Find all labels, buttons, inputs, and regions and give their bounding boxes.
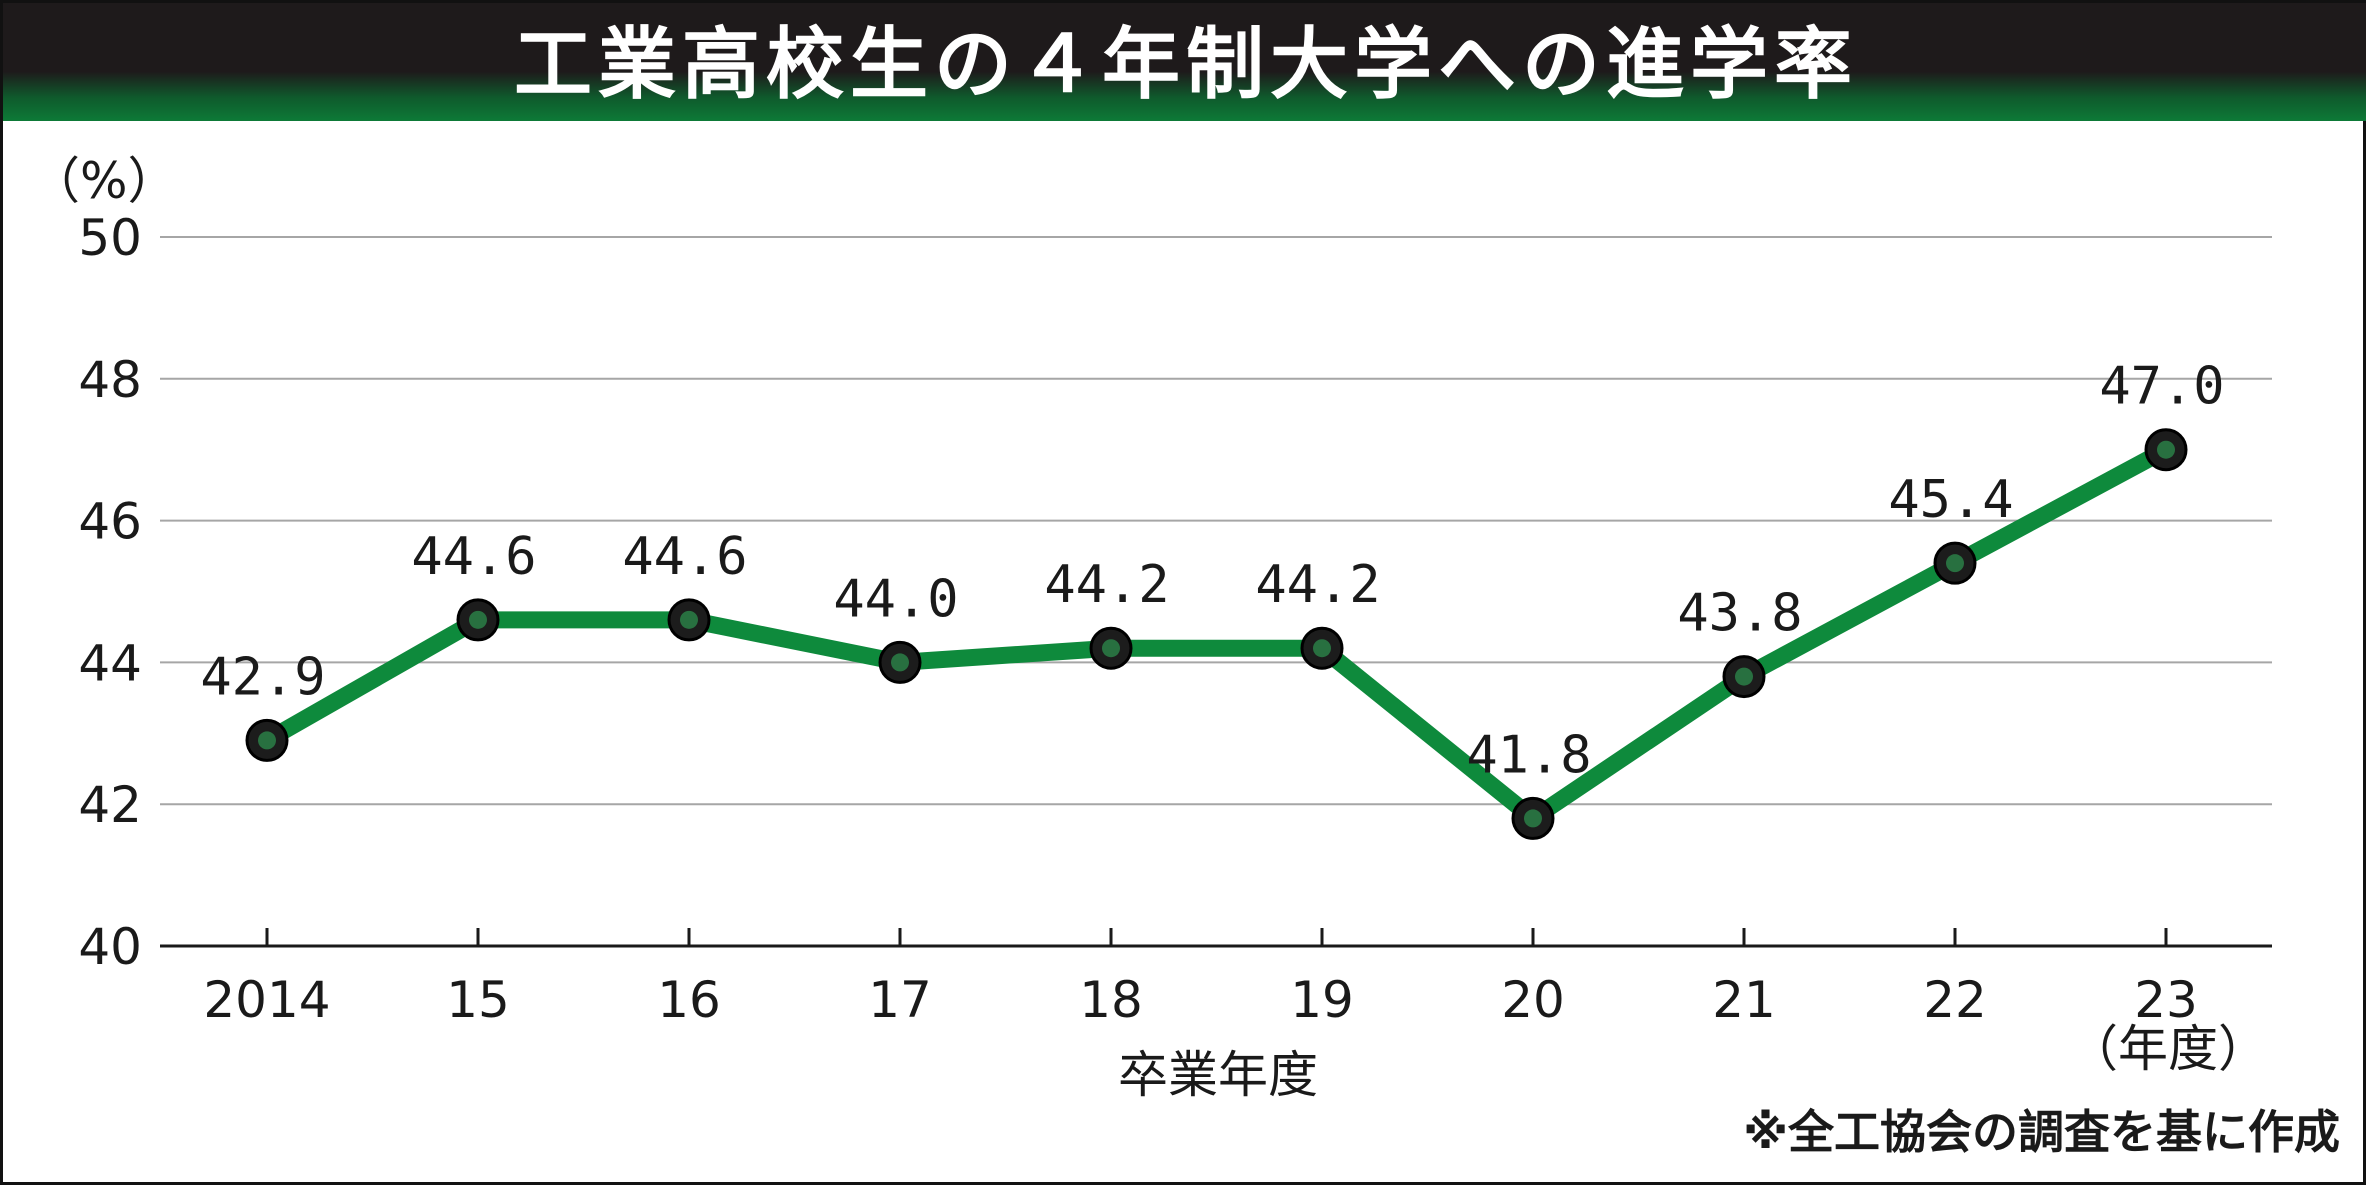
data-label: 41.8 bbox=[1466, 725, 1591, 785]
source-note: ※全工協会の調査を基に作成 bbox=[1743, 1105, 2340, 1159]
data-label: 44.0 bbox=[833, 569, 958, 629]
series-line-path bbox=[258, 441, 2175, 827]
x-tick-label: 23 bbox=[2134, 971, 2198, 1029]
x-tick-label: 15 bbox=[446, 971, 510, 1029]
data-point-highlight bbox=[2157, 440, 2175, 459]
x-tick-label: 18 bbox=[1079, 971, 1143, 1029]
data-label: 42.9 bbox=[200, 647, 325, 707]
y-tick-label: 42 bbox=[78, 776, 142, 834]
data-label: 45.4 bbox=[1888, 470, 2013, 530]
y-axis-unit: （%） bbox=[30, 152, 178, 210]
chart-title: 工業高校生の４年制大学への進学率 bbox=[513, 20, 1858, 110]
x-tick-label: 20 bbox=[1501, 971, 1565, 1029]
data-label: 44.2 bbox=[1044, 555, 1169, 615]
data-point-highlight bbox=[258, 731, 276, 750]
data-point-highlight bbox=[469, 610, 487, 629]
y-tick-label: 50 bbox=[78, 209, 142, 267]
data-label: 43.8 bbox=[1677, 584, 1802, 644]
y-tick-label: 46 bbox=[78, 493, 142, 551]
data-point-highlight bbox=[1102, 639, 1120, 658]
x-axis-unit: （年度） bbox=[2068, 1020, 2268, 1078]
data-point-highlight bbox=[891, 653, 909, 672]
gridlines bbox=[160, 236, 2272, 806]
data-label: 44.6 bbox=[622, 527, 747, 587]
y-tick-label: 48 bbox=[78, 351, 142, 409]
x-tick-label: 22 bbox=[1923, 971, 1987, 1029]
data-label: 44.2 bbox=[1255, 555, 1380, 615]
data-point-highlight bbox=[680, 610, 698, 629]
data-point-highlight bbox=[1946, 554, 1964, 573]
x-axis-title: 卒業年度 bbox=[1118, 1046, 1318, 1104]
x-tick-label: 21 bbox=[1712, 971, 1776, 1029]
title-banner: 工業高校生の４年制大学への進学率 bbox=[3, 3, 2366, 121]
axes: 40 42 44 46 48 50 2014 15 16 17 18 19 20 21 22 23 bbox=[78, 209, 2272, 1029]
data-point-highlight bbox=[1735, 667, 1753, 686]
x-tick-label: 16 bbox=[657, 971, 721, 1029]
x-tick-label: 17 bbox=[868, 971, 932, 1029]
series-line bbox=[258, 441, 2175, 827]
y-tick-label: 44 bbox=[78, 634, 142, 692]
x-tick-label: 2014 bbox=[203, 971, 330, 1029]
data-label: 44.6 bbox=[411, 527, 536, 587]
data-point-highlight bbox=[1524, 809, 1542, 828]
data-point-highlight bbox=[1313, 639, 1331, 658]
data-labels: 42.9 44.6 44.6 44.0 44.2 44.2 41.8 43.8 45.4 47.0 bbox=[200, 357, 2224, 786]
data-points bbox=[245, 428, 2188, 840]
data-label: 47.0 bbox=[2099, 357, 2224, 417]
x-tick-label: 19 bbox=[1290, 971, 1354, 1029]
y-tick-label: 40 bbox=[78, 918, 142, 976]
